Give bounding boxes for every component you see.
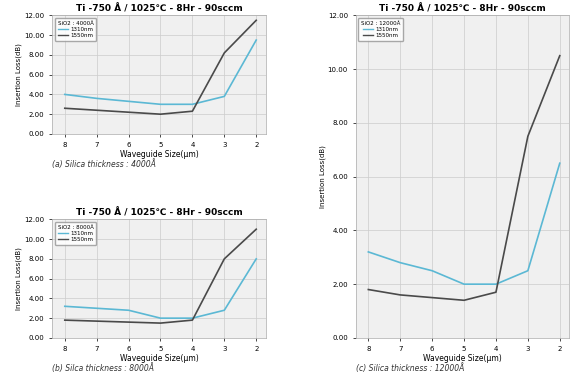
1310nm — [365, 250, 372, 254]
1310nm — [93, 306, 100, 311]
Legend: 1310nm, 1550nm: 1310nm, 1550nm — [55, 18, 96, 41]
1310nm — [221, 94, 228, 99]
X-axis label: Waveguide Size(μm): Waveguide Size(μm) — [423, 354, 502, 362]
Title: Ti -750 Å / 1025℃ - 8Hr - 90sccm: Ti -750 Å / 1025℃ - 8Hr - 90sccm — [379, 4, 546, 13]
1310nm — [221, 308, 228, 313]
Y-axis label: Insertion Loss(dB): Insertion Loss(dB) — [16, 247, 22, 310]
1310nm — [189, 102, 196, 107]
1550nm — [556, 53, 563, 58]
Line: 1550nm: 1550nm — [368, 56, 560, 300]
1550nm — [221, 257, 228, 261]
1550nm — [125, 110, 132, 114]
1550nm — [157, 321, 164, 325]
1550nm — [221, 51, 228, 55]
1310nm — [61, 304, 68, 309]
Legend: 1310nm, 1550nm: 1310nm, 1550nm — [55, 222, 96, 245]
1550nm — [93, 108, 100, 113]
1550nm — [397, 293, 403, 297]
1550nm — [125, 320, 132, 324]
Y-axis label: Insertion Loss(dB): Insertion Loss(dB) — [16, 43, 22, 106]
1310nm — [125, 308, 132, 313]
X-axis label: Waveguide Size(μm): Waveguide Size(μm) — [120, 354, 198, 362]
1310nm — [157, 316, 164, 321]
1550nm — [61, 318, 68, 323]
Line: 1310nm: 1310nm — [368, 163, 560, 284]
1310nm — [125, 99, 132, 104]
1550nm — [189, 318, 196, 323]
Line: 1550nm: 1550nm — [65, 229, 256, 323]
1310nm — [461, 282, 468, 286]
Title: Ti -750 Å / 1025℃ - 8Hr - 90sccm: Ti -750 Å / 1025℃ - 8Hr - 90sccm — [76, 4, 242, 13]
1310nm — [429, 268, 436, 273]
1310nm — [61, 92, 68, 97]
Line: 1550nm: 1550nm — [65, 20, 256, 114]
X-axis label: Waveguide Size(μm): Waveguide Size(μm) — [120, 150, 198, 159]
1310nm — [253, 257, 260, 261]
1310nm — [253, 38, 260, 42]
1310nm — [492, 282, 499, 286]
1550nm — [492, 290, 499, 295]
1310nm — [157, 102, 164, 107]
1550nm — [253, 227, 260, 232]
Text: (b) Silca thickness : 8000Å: (b) Silca thickness : 8000Å — [52, 362, 154, 372]
Title: Ti -750 Å / 1025℃ - 8Hr - 90sccm: Ti -750 Å / 1025℃ - 8Hr - 90sccm — [76, 208, 242, 217]
1310nm — [397, 260, 403, 265]
Y-axis label: Insertion Loss(dB): Insertion Loss(dB) — [319, 145, 325, 208]
1550nm — [189, 109, 196, 114]
Text: (a) Silica thickness : 4000Å: (a) Silica thickness : 4000Å — [52, 159, 156, 169]
1310nm — [556, 161, 563, 166]
1310nm — [93, 96, 100, 101]
1550nm — [524, 134, 531, 139]
Line: 1310nm: 1310nm — [65, 259, 256, 318]
1550nm — [365, 287, 372, 292]
1550nm — [253, 18, 260, 23]
Legend: 1310nm, 1550nm: 1310nm, 1550nm — [358, 18, 403, 41]
1550nm — [93, 319, 100, 323]
1550nm — [461, 298, 468, 303]
Text: (c) Silica thickness : 12000Å: (c) Silica thickness : 12000Å — [355, 362, 464, 372]
1550nm — [61, 106, 68, 111]
1310nm — [524, 268, 531, 273]
1550nm — [429, 295, 436, 300]
1310nm — [189, 316, 196, 321]
Line: 1310nm: 1310nm — [65, 40, 256, 104]
1550nm — [157, 112, 164, 116]
